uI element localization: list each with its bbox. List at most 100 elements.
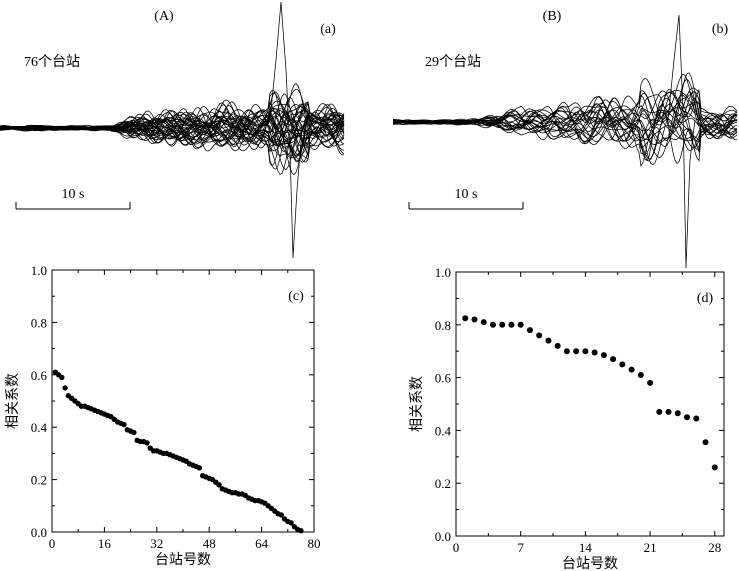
data-point bbox=[517, 321, 524, 328]
data-point bbox=[674, 410, 681, 417]
data-point bbox=[554, 342, 561, 349]
plot-frame-d bbox=[455, 271, 725, 537]
x-tick-label: 0 bbox=[453, 540, 460, 555]
data-point bbox=[508, 321, 515, 328]
x-tick-label: 48 bbox=[203, 536, 216, 551]
panel-label-d: (d) bbox=[697, 291, 714, 306]
data-point bbox=[278, 512, 284, 518]
data-point bbox=[600, 352, 607, 359]
data-point bbox=[499, 321, 506, 328]
y-tick-label: 0.8 bbox=[31, 315, 47, 330]
data-point bbox=[480, 319, 487, 326]
data-point bbox=[216, 482, 222, 488]
x-tick-label: 7 bbox=[517, 540, 524, 555]
panel-b-stations-label: 29个台站 bbox=[425, 54, 481, 70]
data-point bbox=[573, 348, 580, 355]
waveform-trace bbox=[392, 73, 738, 162]
panel-b-waveforms: (B) (b) 29个台站 10 s bbox=[392, 9, 738, 269]
y-tick-label: 0.4 bbox=[31, 420, 48, 435]
y-tick-label: 0.8 bbox=[435, 318, 451, 333]
data-point bbox=[536, 332, 543, 339]
waveform-trace bbox=[392, 90, 738, 143]
y-tick-label: 0.6 bbox=[435, 371, 452, 386]
scatter-chart-c: 0.0 0.2 0.4 0.6 0.8 1.0 0 16 32 48 64 80 台站号数 相关系数 (c) bbox=[5, 263, 321, 568]
waveform-trace bbox=[392, 94, 738, 150]
y-axis-label: 相关系数 bbox=[5, 373, 21, 429]
panel-a-stations-label: 76个台站 bbox=[24, 54, 80, 70]
data-point bbox=[288, 520, 294, 526]
scale-bar-b bbox=[408, 202, 524, 210]
data-point bbox=[59, 374, 65, 381]
data-point bbox=[702, 439, 709, 446]
panel-b-letter: (B) bbox=[543, 9, 562, 24]
data-point bbox=[526, 327, 533, 334]
waveform-bundle-a bbox=[0, 1, 345, 259]
waveform-trace bbox=[392, 94, 738, 158]
data-point bbox=[62, 385, 68, 391]
waveform-trace bbox=[0, 103, 345, 143]
data-point bbox=[489, 321, 496, 328]
data-point bbox=[711, 464, 718, 471]
y-tick-label: 1.0 bbox=[435, 265, 451, 280]
waveform-trace bbox=[667, 14, 696, 269]
y-tick-label: 0.6 bbox=[31, 368, 48, 383]
panel-a-sublabel: (a) bbox=[320, 22, 336, 37]
data-point bbox=[628, 366, 635, 373]
waveform-bundle-b bbox=[392, 14, 738, 269]
waveform-trace bbox=[269, 1, 303, 259]
data-point bbox=[610, 356, 617, 363]
waveform-trace bbox=[392, 77, 738, 145]
panel-a-letter: (A) bbox=[154, 9, 174, 24]
plot-frame-c bbox=[51, 269, 315, 533]
data-point bbox=[647, 379, 654, 386]
data-point bbox=[121, 421, 127, 428]
y-tick-label: 0.4 bbox=[435, 423, 452, 438]
scale-label-b: 10 s bbox=[455, 187, 478, 202]
x-tick-label: 80 bbox=[308, 536, 321, 551]
panel-b-sublabel: (b) bbox=[712, 22, 729, 37]
data-point bbox=[684, 414, 691, 421]
x-axis-label: 台站号数 bbox=[562, 556, 618, 571]
data-point bbox=[471, 316, 478, 323]
y-tick-label: 0.0 bbox=[435, 529, 451, 544]
y-tick-label: 0.2 bbox=[31, 473, 47, 488]
data-point bbox=[196, 465, 203, 471]
y-axis-label: 相关系数 bbox=[409, 376, 425, 432]
data-point bbox=[693, 415, 700, 422]
data-point bbox=[591, 349, 598, 356]
scale-label-a: 10 s bbox=[62, 187, 85, 202]
x-tick-label: 28 bbox=[708, 540, 721, 555]
data-point bbox=[665, 408, 672, 415]
x-tick-label: 21 bbox=[644, 540, 657, 555]
scatter-chart-d: 0.0 0.2 0.4 0.6 0.8 1.0 0 7 14 21 28 台站号数 相关系数 (d) bbox=[409, 265, 725, 571]
x-tick-label: 14 bbox=[579, 540, 593, 555]
x-axis-label: 台站号数 bbox=[155, 552, 211, 568]
y-tick-label: 1.0 bbox=[31, 263, 47, 278]
panel-a-waveforms: (A) (a) 76个台站 10 s bbox=[0, 1, 345, 259]
scale-bar-a bbox=[15, 202, 131, 210]
x-tick-label: 0 bbox=[49, 536, 56, 551]
y-tick-label: 0.2 bbox=[435, 476, 451, 491]
data-point bbox=[619, 361, 626, 368]
x-tick-label: 64 bbox=[255, 536, 269, 551]
data-point bbox=[298, 527, 304, 534]
panel-label-c: (c) bbox=[288, 289, 304, 304]
data-point bbox=[462, 315, 469, 322]
data-point bbox=[656, 408, 663, 415]
y-tick-label: 0.0 bbox=[31, 525, 47, 540]
waveform-trace bbox=[0, 102, 345, 140]
data-point bbox=[144, 440, 150, 446]
x-tick-label: 16 bbox=[98, 536, 112, 551]
data-point bbox=[582, 348, 589, 355]
x-tick-label: 32 bbox=[150, 536, 163, 551]
data-point bbox=[545, 337, 552, 344]
waveform-trace bbox=[0, 110, 345, 163]
data-point bbox=[131, 429, 137, 436]
waveform-trace bbox=[392, 91, 738, 162]
data-point bbox=[563, 348, 570, 355]
waveform-trace bbox=[392, 94, 738, 149]
waveform-trace bbox=[393, 101, 738, 144]
data-point bbox=[637, 371, 644, 378]
waveform-trace bbox=[0, 112, 345, 156]
